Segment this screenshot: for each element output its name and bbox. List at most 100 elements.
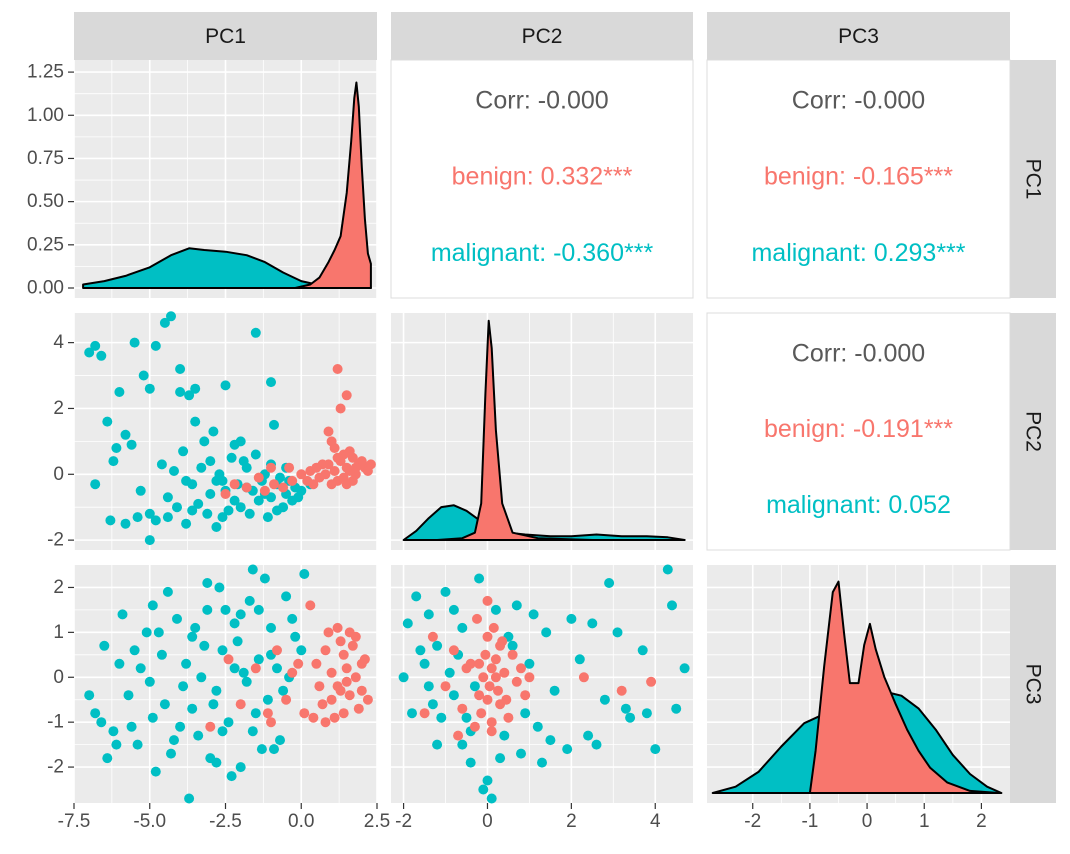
y-tick-label: 0.00 [27,278,64,299]
y-tick-label: 0.50 [27,191,64,212]
panel-PC3-PC3 [707,565,1010,803]
scatter-point-malignant [96,717,107,728]
scatter-point-malignant [184,793,195,804]
scatter-point-benign [347,640,358,651]
scatter-point-malignant [427,699,438,710]
scatter-point-benign [486,726,497,737]
x-tick-label: 4 [650,811,661,832]
scatter-point-malignant [181,475,192,486]
scatter-point-malignant [166,748,176,759]
scatter-point-malignant [90,479,101,490]
scatter-point-malignant [278,502,289,513]
scatter-point-malignant [474,573,485,584]
scatter-point-benign [344,690,355,701]
scatter-point-malignant [217,726,228,737]
scatter-point-benign [262,708,273,719]
scatter-point-benign [356,685,367,696]
scatter-point-malignant [129,337,140,348]
scatter-point-malignant [147,712,158,723]
scatter-point-malignant [144,676,155,687]
scatter-point-malignant [272,663,282,674]
scatter-point-benign [317,699,328,710]
scatter-point-malignant [679,663,690,674]
scatter-point-benign [453,730,464,741]
strip-top-PC1 [74,12,377,60]
scatter-point-benign [326,479,337,490]
scatter-point-malignant [166,311,176,322]
scatter-point-benign [484,681,495,692]
scatter-point-malignant [181,658,192,669]
scatter-point-malignant [566,613,577,624]
scatter-point-malignant [162,492,173,503]
scatter-point-malignant [250,449,261,460]
scatter-point-benign [314,681,325,692]
strip-right-PC1 [1010,60,1056,298]
scatter-point-benign [320,645,331,656]
axes-layer: 0.000.250.500.751.001.25-2024-2-1012-7.5… [27,62,987,832]
scatter-point-malignant [259,573,270,584]
scatter-point-malignant [490,604,501,615]
scatter-point-malignant [549,685,560,696]
scatter-point-benign [332,364,343,374]
scatter-point-benign [284,462,295,473]
scatter-point-benign [359,654,370,665]
scatter-point-benign [220,489,231,499]
scatter-point-benign [293,658,304,669]
x-tick-label: -2 [744,811,761,832]
scatter-point-malignant [187,505,198,516]
scatter-point-malignant [172,502,182,513]
corr-benign-label: benign: -0.165*** [764,163,953,191]
scatter-point-malignant [120,429,131,440]
panel-PC3-PC2 [391,564,693,804]
scatter-point-malignant [235,609,246,620]
scatter-point-benign [305,600,316,611]
scatter-point-malignant [671,703,682,714]
scatter-point-malignant [275,472,285,483]
scatter-point-malignant [238,667,249,678]
scatter-point-malignant [457,622,468,633]
scatter-point-benign [457,703,468,714]
scatter-point-malignant [478,784,489,795]
scatter-point-malignant [293,492,304,503]
scatter-point-malignant [499,730,510,741]
y-tick-label: 2 [53,577,64,598]
y-tick-label: 1 [53,622,64,643]
scatter-point-malignant [469,681,480,692]
scatter-point-malignant [138,370,149,381]
scatter-point-malignant [235,762,246,773]
scatter-point-benign [448,645,459,656]
scatter-point-malignant [269,744,279,755]
scatter-point-malignant [135,485,146,496]
scatter-point-benign [341,479,352,490]
y-tick-label: 0.25 [27,234,64,255]
scatter-point-benign [493,685,503,696]
scatter-point-benign [250,663,261,674]
scatter-point-benign [326,667,337,678]
scatter-point-benign [272,645,282,656]
scatter-point-benign [356,456,367,467]
scatter-point-malignant [144,535,155,546]
scatter-point-benign [440,681,451,692]
scatter-point-benign [511,676,522,687]
scatter-point-benign [338,649,349,660]
strip-right-PC2 [1010,313,1056,550]
scatter-point-benign [335,685,346,696]
strip-right-label: PC3 [1022,664,1045,705]
scatter-point-benign [329,443,340,453]
scatter-point-malignant [612,627,623,638]
scatter-point-benign [205,721,216,732]
scatter-point-malignant [162,586,173,597]
scatter-point-malignant [141,627,152,638]
scatter-point-benign [472,613,482,624]
scatter-point-benign [469,721,480,732]
scatter-point-benign [474,690,485,701]
scatter-point-malignant [423,681,434,692]
scatter-point-malignant [184,390,195,401]
x-tick-label: 0 [862,811,873,832]
scatter-point-malignant [650,744,661,755]
scatter-point-malignant [144,383,155,394]
strip-top-PC3 [707,12,1010,60]
scatter-point-benign [362,694,373,705]
scatter-point-malignant [114,387,125,397]
strip-top-label: PC2 [522,25,563,48]
